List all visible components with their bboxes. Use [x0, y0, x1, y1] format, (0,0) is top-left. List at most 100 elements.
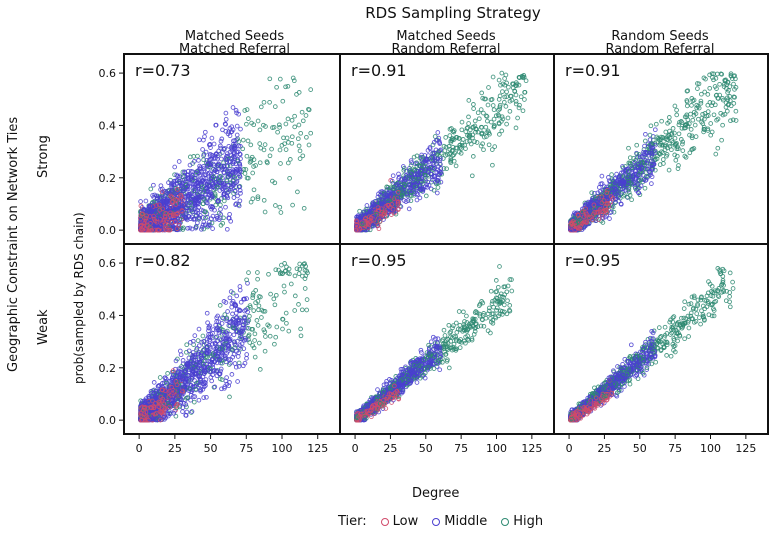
point-high: [306, 107, 312, 113]
point-high: [245, 116, 251, 121]
point-high: [292, 113, 297, 119]
point-middle: [202, 134, 207, 139]
point-high: [505, 115, 511, 121]
point-middle: [414, 197, 420, 203]
point-middle: [237, 198, 243, 204]
point-high: [297, 156, 303, 161]
point-high: [674, 107, 679, 113]
point-high: [490, 74, 496, 80]
point-middle: [151, 182, 156, 188]
point-middle: [599, 173, 605, 179]
panel-3: r=0.91: [553, 53, 769, 245]
point-high: [669, 147, 674, 153]
point-high: [255, 118, 261, 124]
point-high: [522, 97, 527, 102]
correlation-label: r=0.73: [135, 61, 191, 80]
point-middle: [652, 127, 658, 133]
point-high: [475, 110, 481, 116]
point-high: [719, 137, 724, 143]
point-middle: [210, 226, 215, 231]
point-high: [688, 127, 694, 132]
point-high: [674, 112, 680, 118]
point-high: [503, 72, 509, 78]
point-high: [663, 129, 669, 135]
point-high: [700, 111, 705, 117]
point-middle: [607, 216, 612, 221]
point-high: [242, 171, 248, 176]
point-high: [295, 189, 300, 195]
point-high: [693, 134, 699, 139]
point-high: [520, 108, 526, 114]
point-high: [290, 202, 295, 208]
point-high: [504, 89, 509, 95]
point-high: [299, 109, 305, 115]
point-middle: [200, 147, 205, 152]
point-high: [285, 116, 291, 122]
point-high: [267, 76, 273, 82]
point-middle: [143, 198, 149, 204]
point-high: [287, 175, 292, 181]
point-middle: [364, 203, 370, 208]
y-tick-label: 0.4: [99, 119, 117, 132]
point-high: [504, 121, 509, 127]
correlation-label: r=0.91: [351, 61, 407, 80]
point-high: [285, 83, 291, 89]
point-high: [489, 147, 495, 152]
point-high: [680, 148, 686, 153]
point-high: [277, 147, 283, 153]
point-high: [481, 147, 486, 153]
column-label-2: Matched Seeds Random Referral: [340, 30, 552, 56]
point-high: [466, 114, 471, 120]
point-high: [696, 116, 701, 122]
point-middle: [223, 204, 228, 210]
point-high: [304, 134, 309, 140]
point-high: [642, 185, 648, 191]
point-high: [466, 121, 471, 126]
point-high: [497, 132, 502, 137]
point-high: [731, 81, 736, 87]
point-high: [708, 132, 714, 138]
point-high: [213, 202, 219, 208]
point-middle: [218, 138, 224, 144]
point-high: [242, 108, 248, 113]
point-high: [727, 98, 733, 103]
point-high: [250, 170, 256, 176]
point-high: [267, 153, 273, 159]
point-middle: [230, 105, 236, 110]
point-high: [708, 121, 714, 126]
point-high: [626, 145, 631, 151]
point-high: [148, 186, 154, 192]
point-middle: [218, 156, 224, 162]
point-high: [507, 108, 513, 114]
point-high: [479, 90, 485, 96]
point-high: [484, 118, 490, 124]
column-label-1-line2: Matched Referral: [178, 42, 291, 57]
point-middle: [649, 181, 654, 186]
point-middle: [197, 137, 202, 143]
point-high: [258, 104, 264, 110]
point-high: [218, 202, 223, 208]
point-high: [250, 196, 256, 202]
point-high: [298, 130, 304, 136]
point-high: [499, 128, 505, 134]
point-high: [513, 125, 519, 131]
point-high: [308, 130, 314, 136]
point-high: [453, 163, 459, 169]
point-high: [692, 122, 698, 128]
point-high: [261, 197, 267, 203]
point-high: [496, 77, 502, 83]
point-high: [466, 98, 472, 103]
point-high: [435, 185, 441, 190]
point-high: [296, 122, 302, 128]
point-high: [485, 102, 491, 108]
point-middle: [202, 129, 208, 135]
point-high: [261, 122, 266, 128]
point-high: [653, 121, 659, 127]
point-high: [501, 99, 507, 105]
point-high: [443, 135, 449, 140]
point-high: [248, 142, 254, 148]
point-high: [471, 106, 476, 111]
point-high: [695, 86, 700, 91]
